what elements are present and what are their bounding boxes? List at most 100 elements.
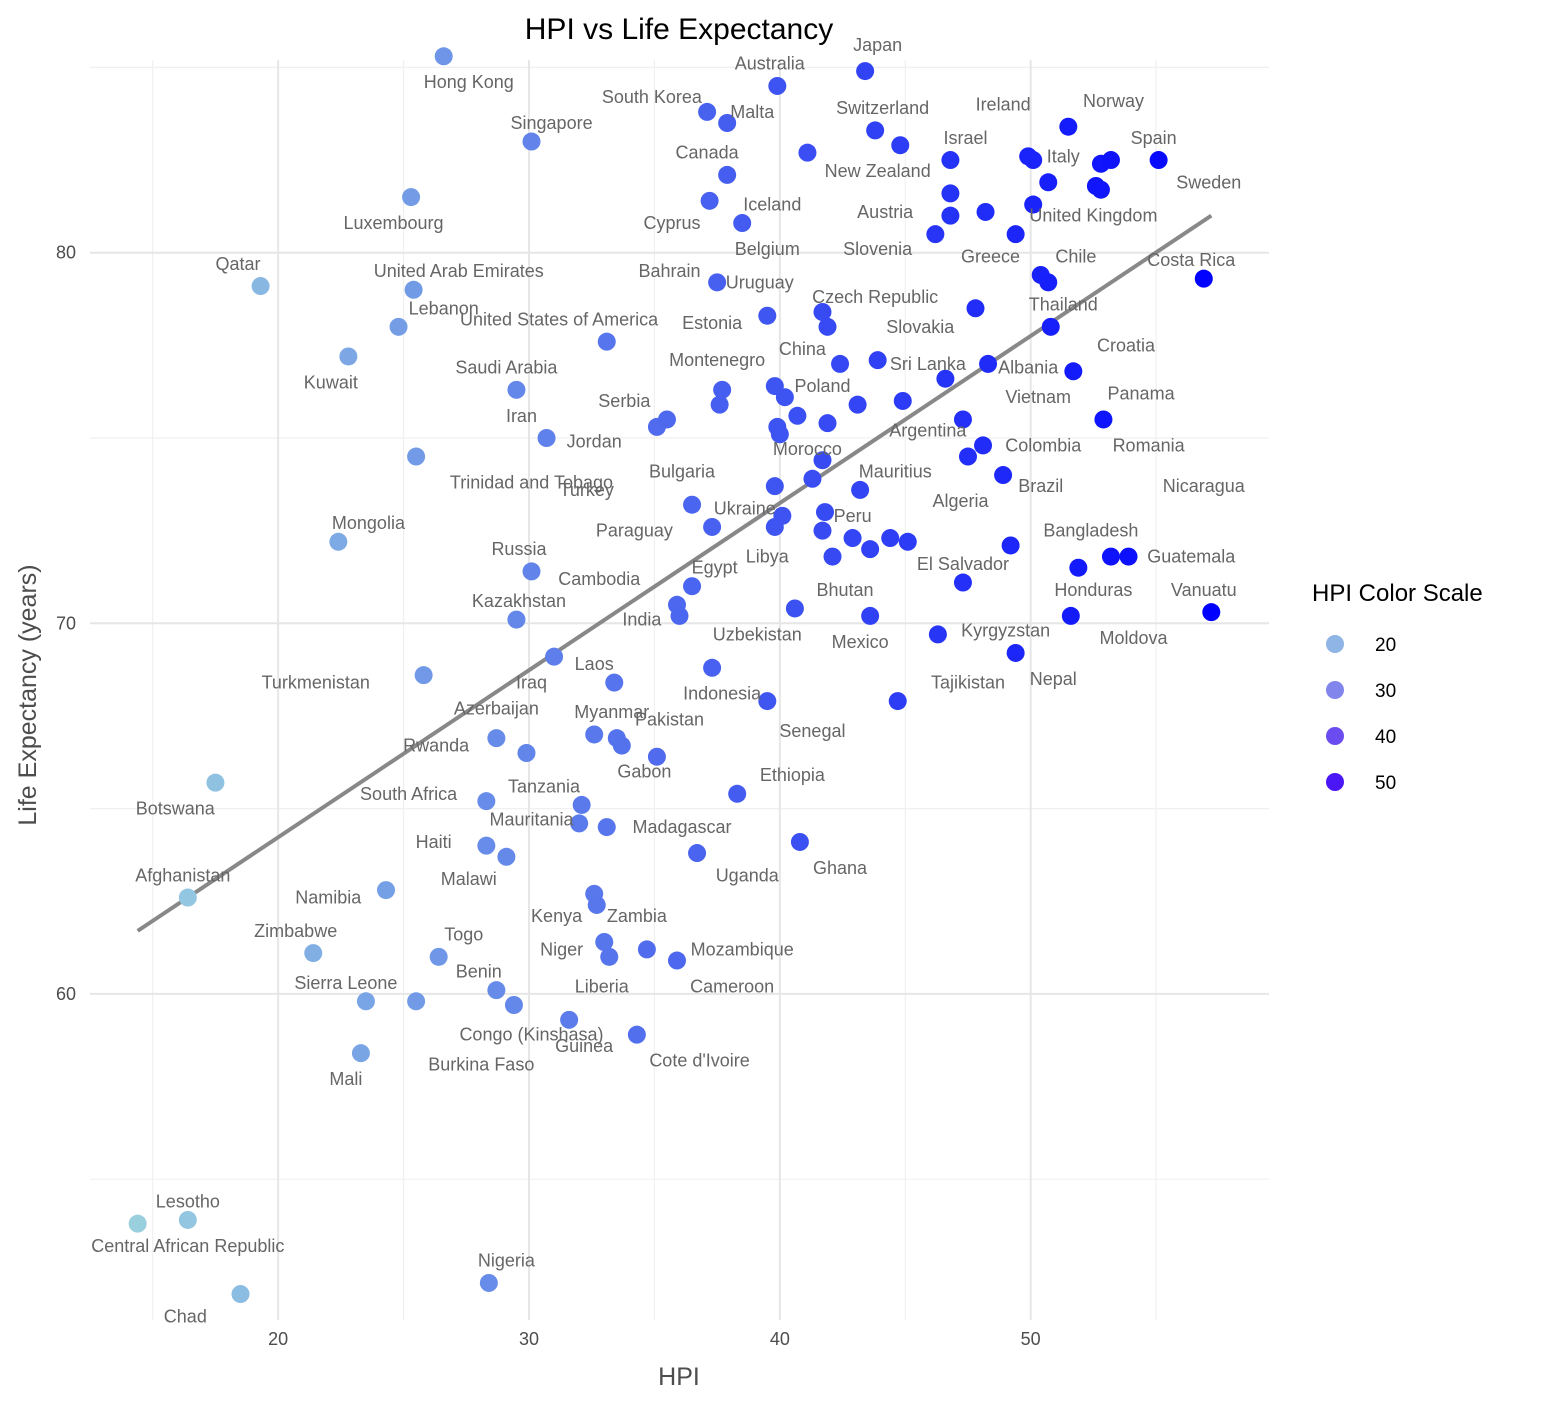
data-point: [667, 951, 686, 970]
data-point: [402, 188, 421, 207]
data-point: [958, 447, 977, 466]
data-point: [941, 151, 960, 170]
data-point: [231, 1285, 250, 1304]
point-label: Ukraine: [714, 498, 776, 518]
data-point: [356, 992, 375, 1011]
data-point: [407, 447, 426, 466]
data-point: [585, 725, 604, 744]
data-point: [560, 1010, 579, 1029]
point-label: Iraq: [516, 673, 547, 693]
point-label: Ethiopia: [760, 765, 826, 785]
legend-swatch: [1326, 635, 1344, 653]
point-label: Indonesia: [683, 684, 762, 704]
data-point: [813, 303, 832, 321]
data-point: [966, 299, 985, 318]
x-axis-title: HPI: [658, 1363, 700, 1391]
data-point: [657, 410, 676, 429]
data-point: [1001, 536, 1020, 555]
point-label: Central African Republic: [91, 1236, 284, 1256]
point-label: Algeria: [932, 491, 989, 511]
data-point: [683, 577, 702, 596]
data-point: [597, 332, 616, 351]
legend-swatch: [1326, 727, 1344, 745]
y-tick-label: 80: [56, 243, 76, 263]
data-point: [497, 847, 516, 866]
trend-line-group: [136, 213, 1213, 933]
data-point: [851, 480, 870, 499]
point-label: Switzerland: [836, 98, 929, 118]
chart-title: HPI vs Life Expectancy: [525, 13, 833, 46]
point-label: Zimbabwe: [254, 921, 337, 941]
data-point: [891, 136, 910, 155]
point-label: Guinea: [555, 1036, 614, 1056]
point-label: Gabon: [617, 762, 671, 782]
point-label: Mozambique: [691, 939, 794, 959]
data-point: [1064, 362, 1083, 381]
point-label: Honduras: [1054, 580, 1132, 600]
data-point: [545, 647, 564, 666]
data-point: [798, 143, 817, 162]
point-label: Morocco: [773, 439, 842, 459]
data-point: [522, 562, 541, 581]
point-label: Mali: [329, 1069, 362, 1089]
data-point: [953, 573, 972, 592]
data-point: [703, 658, 722, 677]
x-tick-label: 20: [268, 1329, 288, 1349]
point-label: Colombia: [1005, 435, 1082, 455]
data-point: [941, 206, 960, 225]
data-point: [517, 744, 536, 762]
point-label: Slovenia: [843, 239, 913, 259]
data-point: [861, 606, 880, 625]
point-label: Sweden: [1176, 172, 1241, 192]
data-point: [683, 495, 702, 514]
point-label: Lesotho: [156, 1191, 220, 1211]
data-point: [976, 202, 995, 221]
x-tick-label: 50: [1021, 1329, 1041, 1349]
legend-label: 40: [1375, 727, 1396, 748]
data-point: [994, 466, 1013, 485]
point-label: Uruguay: [726, 272, 794, 292]
point-label: Czech Republic: [812, 287, 938, 307]
data-point: [843, 529, 862, 548]
point-label: Mauritania: [489, 810, 574, 830]
point-label: Trinidad and Tobago: [450, 472, 613, 492]
point-label: Chile: [1055, 246, 1096, 266]
y-tick-label: 60: [56, 984, 76, 1004]
data-point: [377, 881, 396, 900]
point-label: Congo (Kinshasa): [459, 1025, 603, 1045]
point-label: Turkey: [560, 480, 614, 500]
point-label: Paraguay: [596, 521, 673, 541]
point-label: Serbia: [598, 391, 651, 411]
data-point: [351, 1044, 370, 1063]
point-label: Croatia: [1097, 335, 1156, 355]
point-label: Malta: [730, 102, 775, 122]
point-label: Togo: [444, 925, 483, 945]
data-point: [572, 795, 591, 814]
data-point: [1119, 547, 1138, 566]
data-point: [1039, 273, 1058, 292]
point-label: United Arab Emirates: [374, 261, 544, 281]
point-label: Lebanon: [409, 298, 479, 318]
data-point: [698, 102, 717, 121]
point-label: Canada: [676, 143, 740, 163]
point-label: Jordan: [567, 432, 622, 452]
point-label: Peru: [834, 506, 872, 526]
data-point: [926, 225, 945, 244]
data-point: [251, 277, 270, 296]
point-label: Nepal: [1030, 669, 1077, 689]
point-label: Mongolia: [332, 513, 406, 533]
point-label: Rwanda: [403, 736, 470, 756]
point-label: Mauritius: [859, 461, 932, 481]
data-point: [788, 406, 807, 425]
data-point: [979, 354, 998, 373]
point-label: Madagascar: [632, 817, 731, 837]
point-label: Niger: [540, 939, 583, 959]
y-axis-title: Life Expectancy (years): [14, 564, 42, 825]
data-point: [893, 391, 912, 410]
point-label: Belgium: [735, 239, 800, 259]
data-point: [710, 395, 729, 414]
data-point: [733, 214, 752, 233]
data-point: [477, 836, 496, 855]
data-point: [785, 599, 804, 618]
